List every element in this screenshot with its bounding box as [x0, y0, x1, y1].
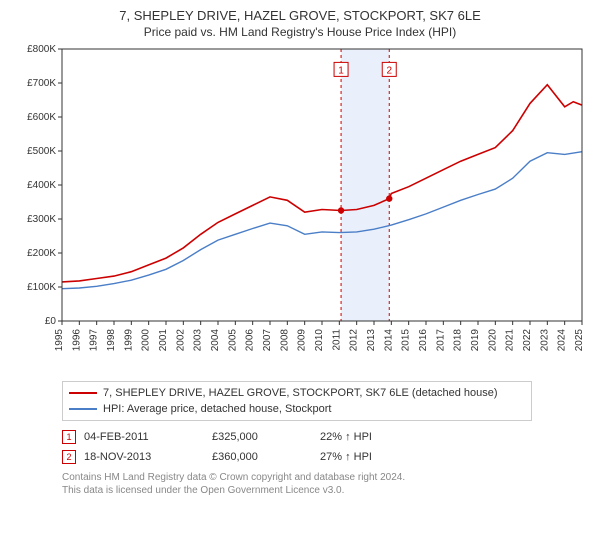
table-row: 1 04-FEB-2011 £325,000 22% ↑ HPI	[62, 427, 588, 447]
chart-title: 7, SHEPLEY DRIVE, HAZEL GROVE, STOCKPORT…	[12, 8, 588, 23]
footer-line: Contains HM Land Registry data © Crown c…	[62, 471, 588, 484]
svg-text:2014: 2014	[383, 329, 394, 352]
svg-text:2004: 2004	[210, 329, 221, 352]
chart-container: 7, SHEPLEY DRIVE, HAZEL GROVE, STOCKPORT…	[0, 0, 600, 560]
tx-date: 18-NOV-2013	[84, 451, 204, 463]
svg-text:2023: 2023	[539, 329, 550, 352]
transactions-table: 1 04-FEB-2011 £325,000 22% ↑ HPI 2 18-NO…	[62, 427, 588, 467]
legend-item-property: 7, SHEPLEY DRIVE, HAZEL GROVE, STOCKPORT…	[69, 385, 525, 401]
chart-svg: £0 £100K £200K £300K £400K £500K £600K £700K £80…	[12, 45, 588, 375]
tx-price: £325,000	[212, 431, 312, 443]
svg-text:1997: 1997	[89, 329, 100, 352]
svg-text:2003: 2003	[193, 329, 204, 352]
svg-text:2022: 2022	[522, 329, 533, 352]
tx-price: £360,000	[212, 451, 312, 463]
svg-text:2007: 2007	[262, 329, 273, 352]
legend-label: HPI: Average price, detached house, Stoc…	[103, 403, 332, 415]
svg-text:£100K: £100K	[27, 282, 56, 293]
svg-text:2010: 2010	[314, 329, 325, 352]
svg-text:2016: 2016	[418, 329, 429, 352]
svg-text:2011: 2011	[331, 329, 342, 351]
svg-text:2017: 2017	[435, 329, 446, 352]
legend: 7, SHEPLEY DRIVE, HAZEL GROVE, STOCKPORT…	[62, 381, 532, 421]
tx-pct: 22% ↑ HPI	[320, 431, 440, 443]
tx-marker-icon: 1	[62, 430, 76, 444]
svg-text:2021: 2021	[505, 329, 516, 352]
legend-item-hpi: HPI: Average price, detached house, Stoc…	[69, 401, 525, 417]
chart-subtitle: Price paid vs. HM Land Registry's House …	[12, 25, 588, 39]
svg-text:2013: 2013	[366, 329, 377, 352]
svg-text:2019: 2019	[470, 329, 481, 352]
svg-text:2015: 2015	[401, 329, 412, 352]
legend-swatch	[69, 408, 97, 410]
svg-text:£300K: £300K	[27, 214, 56, 225]
svg-text:1998: 1998	[106, 329, 117, 352]
svg-text:2020: 2020	[487, 329, 498, 352]
chart-plot-area: £0 £100K £200K £300K £400K £500K £600K £700K £80…	[12, 45, 588, 375]
svg-text:2006: 2006	[245, 329, 256, 352]
svg-text:1996: 1996	[71, 329, 82, 352]
svg-text:2012: 2012	[349, 329, 360, 352]
svg-text:2000: 2000	[141, 329, 152, 352]
svg-text:2025: 2025	[574, 329, 585, 352]
legend-label: 7, SHEPLEY DRIVE, HAZEL GROVE, STOCKPORT…	[103, 387, 498, 399]
svg-text:2005: 2005	[227, 329, 238, 352]
svg-text:£700K: £700K	[27, 78, 56, 89]
svg-text:£800K: £800K	[27, 45, 56, 55]
svg-text:1999: 1999	[123, 329, 134, 352]
svg-text:1: 1	[338, 65, 344, 76]
tx-date: 04-FEB-2011	[84, 431, 204, 443]
tx-marker-icon: 2	[62, 450, 76, 464]
svg-text:£200K: £200K	[27, 248, 56, 259]
svg-text:£600K: £600K	[27, 112, 56, 123]
svg-text:2: 2	[386, 65, 392, 76]
svg-text:£400K: £400K	[27, 180, 56, 191]
svg-text:£0: £0	[45, 316, 57, 327]
svg-text:2018: 2018	[453, 329, 464, 352]
svg-text:2024: 2024	[557, 329, 568, 352]
svg-text:2008: 2008	[279, 329, 290, 352]
svg-text:£500K: £500K	[27, 146, 56, 157]
table-row: 2 18-NOV-2013 £360,000 27% ↑ HPI	[62, 447, 588, 467]
svg-text:2002: 2002	[175, 329, 186, 352]
svg-text:1995: 1995	[54, 329, 65, 352]
svg-text:2001: 2001	[158, 329, 169, 352]
svg-text:2009: 2009	[297, 329, 308, 352]
footer-attribution: Contains HM Land Registry data © Crown c…	[62, 471, 588, 497]
tx-pct: 27% ↑ HPI	[320, 451, 440, 463]
footer-line: This data is licensed under the Open Gov…	[62, 484, 588, 497]
legend-swatch	[69, 392, 97, 394]
